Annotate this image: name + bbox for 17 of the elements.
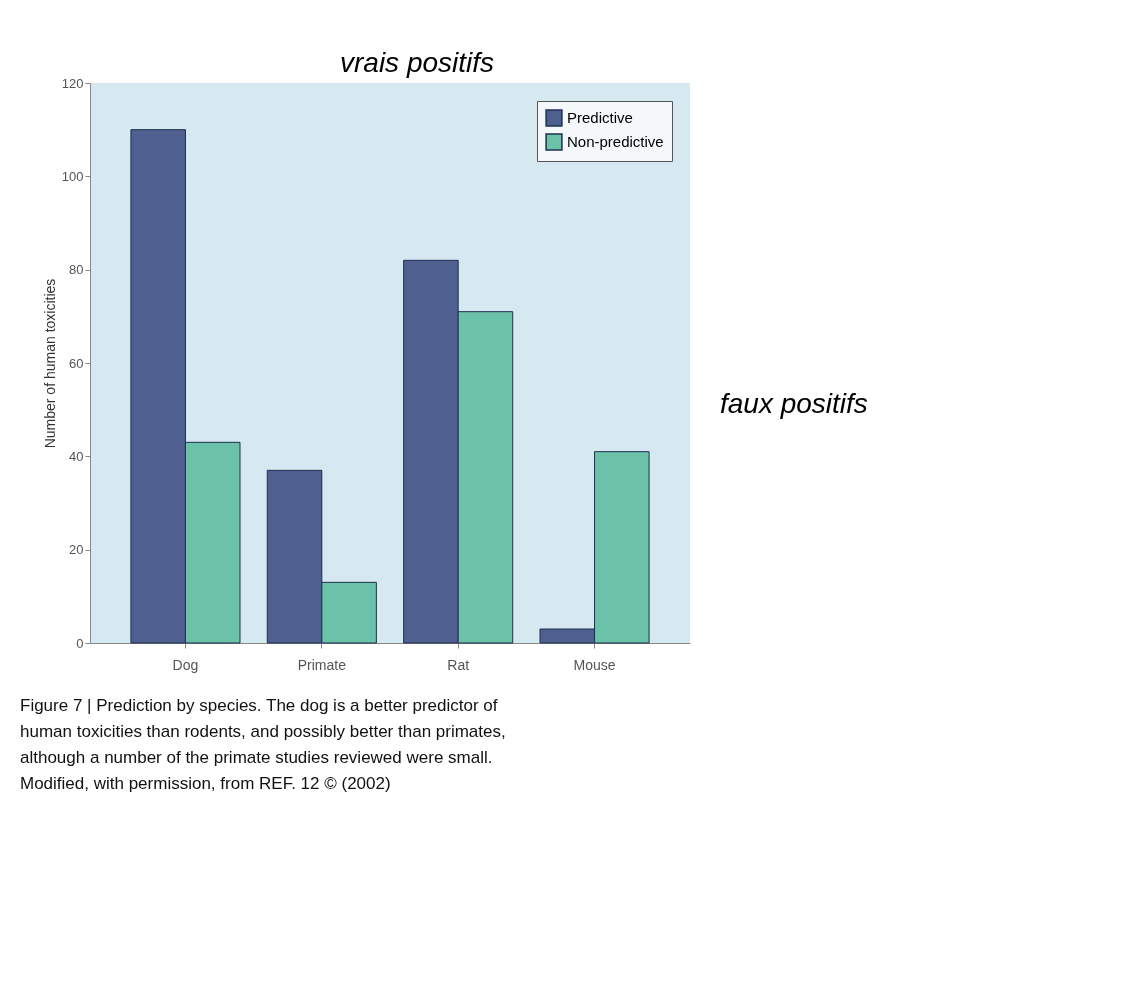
text: vrais positifs [340, 47, 495, 78]
x-tick-label: Primate [297, 656, 347, 673]
text: faux positifs [720, 388, 868, 419]
x-tick-label: Dog [172, 656, 199, 673]
y-tick-label: 0 [76, 635, 84, 651]
legend-label: Predictive [567, 109, 633, 126]
y-tick-label: 120 [61, 75, 84, 91]
y-axis-title: Number of human toxicities [41, 278, 58, 449]
y-tick-label: 80 [69, 262, 84, 278]
y-tick-label: 60 [69, 355, 84, 371]
caption: Figure 7 | Prediction by species. The dog is a better predictor of human toxicities than rodents, and possibly better than primates, although a number of the primate studies reviewed were small. Modified, with permission, from REF. 12 © (2002) [20, 696, 506, 793]
y-tick-label: 20 [69, 542, 84, 558]
x-tick-label: Rat [447, 656, 470, 673]
y-tick-label: 100 [61, 168, 84, 184]
legend-label: Non-predictive [567, 133, 664, 150]
x-tick-label: Mouse [573, 656, 616, 673]
y-tick-label: 40 [69, 448, 84, 464]
